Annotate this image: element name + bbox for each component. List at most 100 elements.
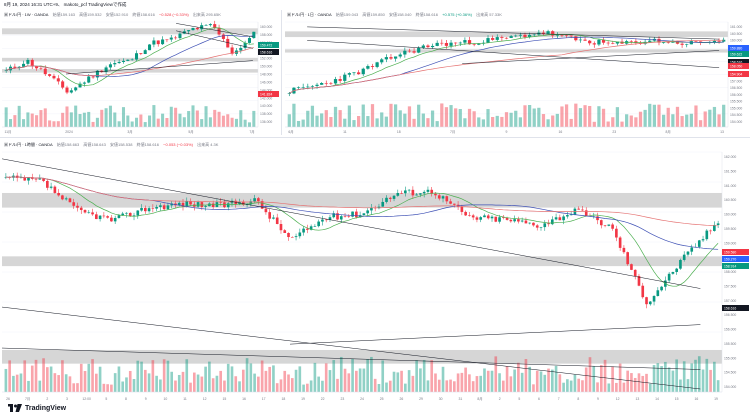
volume-bar bbox=[498, 373, 501, 392]
candle-body bbox=[213, 24, 217, 28]
candle-body bbox=[490, 216, 494, 219]
volume-bar bbox=[675, 106, 680, 127]
price-axis-label: 136.000 bbox=[260, 120, 272, 124]
candle-body bbox=[309, 226, 313, 230]
candle-body bbox=[117, 215, 121, 218]
volume-bar bbox=[56, 121, 60, 127]
volume-bar bbox=[666, 107, 670, 127]
volume-bar bbox=[309, 380, 313, 392]
candle-body bbox=[191, 27, 195, 31]
volume-bar bbox=[221, 115, 225, 127]
volume-bar bbox=[648, 383, 652, 392]
candle-body bbox=[560, 34, 564, 36]
hourly-chart-svg[interactable]: 162.000 161.500 161.000 160.500 160.000 159.5… bbox=[0, 140, 750, 402]
volume-bar bbox=[703, 111, 707, 127]
candle-body bbox=[27, 177, 30, 181]
hourly-chart-pane[interactable]: 162.000 161.500 161.000 160.500 160.000 159.5… bbox=[0, 140, 750, 402]
volume-bar bbox=[558, 374, 562, 392]
candle-body bbox=[615, 228, 618, 238]
candle-body bbox=[315, 84, 319, 86]
low-value: 安値158.538 bbox=[109, 142, 133, 147]
tradingview-logo[interactable]: TradingView bbox=[8, 404, 66, 412]
candle-body bbox=[437, 195, 441, 199]
candle-body bbox=[143, 50, 147, 55]
volume-bar bbox=[128, 370, 132, 392]
volume-bar bbox=[22, 119, 26, 127]
volume-bar bbox=[615, 382, 618, 392]
volume-bar bbox=[136, 360, 140, 392]
candle-body bbox=[78, 83, 82, 88]
candle-body bbox=[705, 230, 709, 240]
volume-bar bbox=[234, 118, 238, 127]
candle-body bbox=[46, 180, 49, 188]
candle-body bbox=[381, 201, 385, 207]
volume-bar bbox=[652, 365, 656, 392]
candle-body bbox=[110, 217, 113, 222]
volume-bar bbox=[204, 366, 207, 392]
candle-body bbox=[633, 269, 637, 276]
time-axis-label: 11 bbox=[183, 397, 187, 401]
candle-body bbox=[4, 70, 8, 71]
volume-bar bbox=[398, 110, 402, 127]
candle-body bbox=[187, 30, 191, 32]
candle-body bbox=[652, 296, 656, 302]
volume-bar bbox=[660, 366, 663, 392]
time-axis-label: 15 bbox=[222, 397, 226, 401]
price-axis-label: 161.000 bbox=[724, 184, 736, 188]
volume-bar bbox=[74, 105, 78, 127]
candle-body bbox=[441, 196, 445, 199]
candle-body bbox=[26, 59, 30, 64]
volume-bar bbox=[358, 368, 362, 392]
candle-body bbox=[102, 215, 106, 217]
price-marker-label: 158.616 bbox=[724, 306, 736, 310]
candle-body bbox=[247, 38, 252, 43]
weekly-chart-svg[interactable]: 160.000158.000156.000154.000152.000150.0… bbox=[0, 10, 280, 135]
daily-chart-pane[interactable]: 161.000160.500160.000159.500159.000158.5… bbox=[283, 10, 750, 135]
candle-body bbox=[421, 45, 425, 48]
price-marker bbox=[728, 71, 749, 77]
candle-body bbox=[661, 42, 666, 44]
volume-bar bbox=[26, 112, 30, 127]
time-axis-label: 11月 bbox=[5, 130, 12, 134]
daily-chart-svg[interactable]: 161.000160.500160.000159.500159.000158.5… bbox=[283, 10, 750, 135]
time-axis-label: 8 bbox=[125, 397, 127, 401]
candle-body bbox=[211, 203, 215, 207]
candle-body bbox=[626, 252, 629, 265]
volume-bar bbox=[384, 116, 388, 127]
price-axis-label: 162.000 bbox=[724, 155, 736, 159]
candle-body bbox=[306, 86, 310, 88]
volume-bar bbox=[245, 358, 249, 392]
candle-body bbox=[648, 40, 652, 42]
candle-body bbox=[243, 42, 247, 48]
volume-bar bbox=[143, 122, 147, 127]
candle-body bbox=[23, 177, 27, 181]
volume-bar bbox=[643, 109, 647, 127]
volume-bar bbox=[421, 113, 425, 127]
time-axis-label: 2 bbox=[46, 397, 48, 401]
volume-bar bbox=[130, 121, 134, 127]
candle-body bbox=[204, 25, 208, 26]
candle-body bbox=[42, 178, 45, 181]
candle-body bbox=[170, 203, 174, 206]
volume-bar bbox=[588, 105, 592, 127]
time-axis-label: 16 bbox=[694, 397, 698, 401]
time-axis-label: 12 bbox=[203, 397, 207, 401]
volume-bar bbox=[213, 109, 217, 127]
volume-bar bbox=[113, 373, 117, 392]
weekly-chart-pane[interactable]: 160.000158.000156.000154.000152.000150.0… bbox=[0, 10, 280, 135]
volume-bar bbox=[95, 117, 99, 127]
price-axis-label: 152.000 bbox=[260, 57, 272, 61]
volume-bar bbox=[238, 381, 241, 392]
volume-bar bbox=[68, 376, 72, 392]
volume-bar bbox=[675, 359, 678, 392]
high-value: 高値159.850 bbox=[362, 12, 385, 17]
candle-body bbox=[208, 24, 212, 26]
volume-bar bbox=[667, 367, 671, 392]
volume-bar bbox=[302, 384, 305, 392]
candle-body bbox=[30, 59, 34, 67]
candle-body bbox=[717, 40, 721, 42]
candle-body bbox=[380, 59, 384, 63]
candle-body bbox=[584, 210, 588, 216]
volume-bar bbox=[8, 119, 13, 127]
candle-body bbox=[324, 219, 328, 221]
